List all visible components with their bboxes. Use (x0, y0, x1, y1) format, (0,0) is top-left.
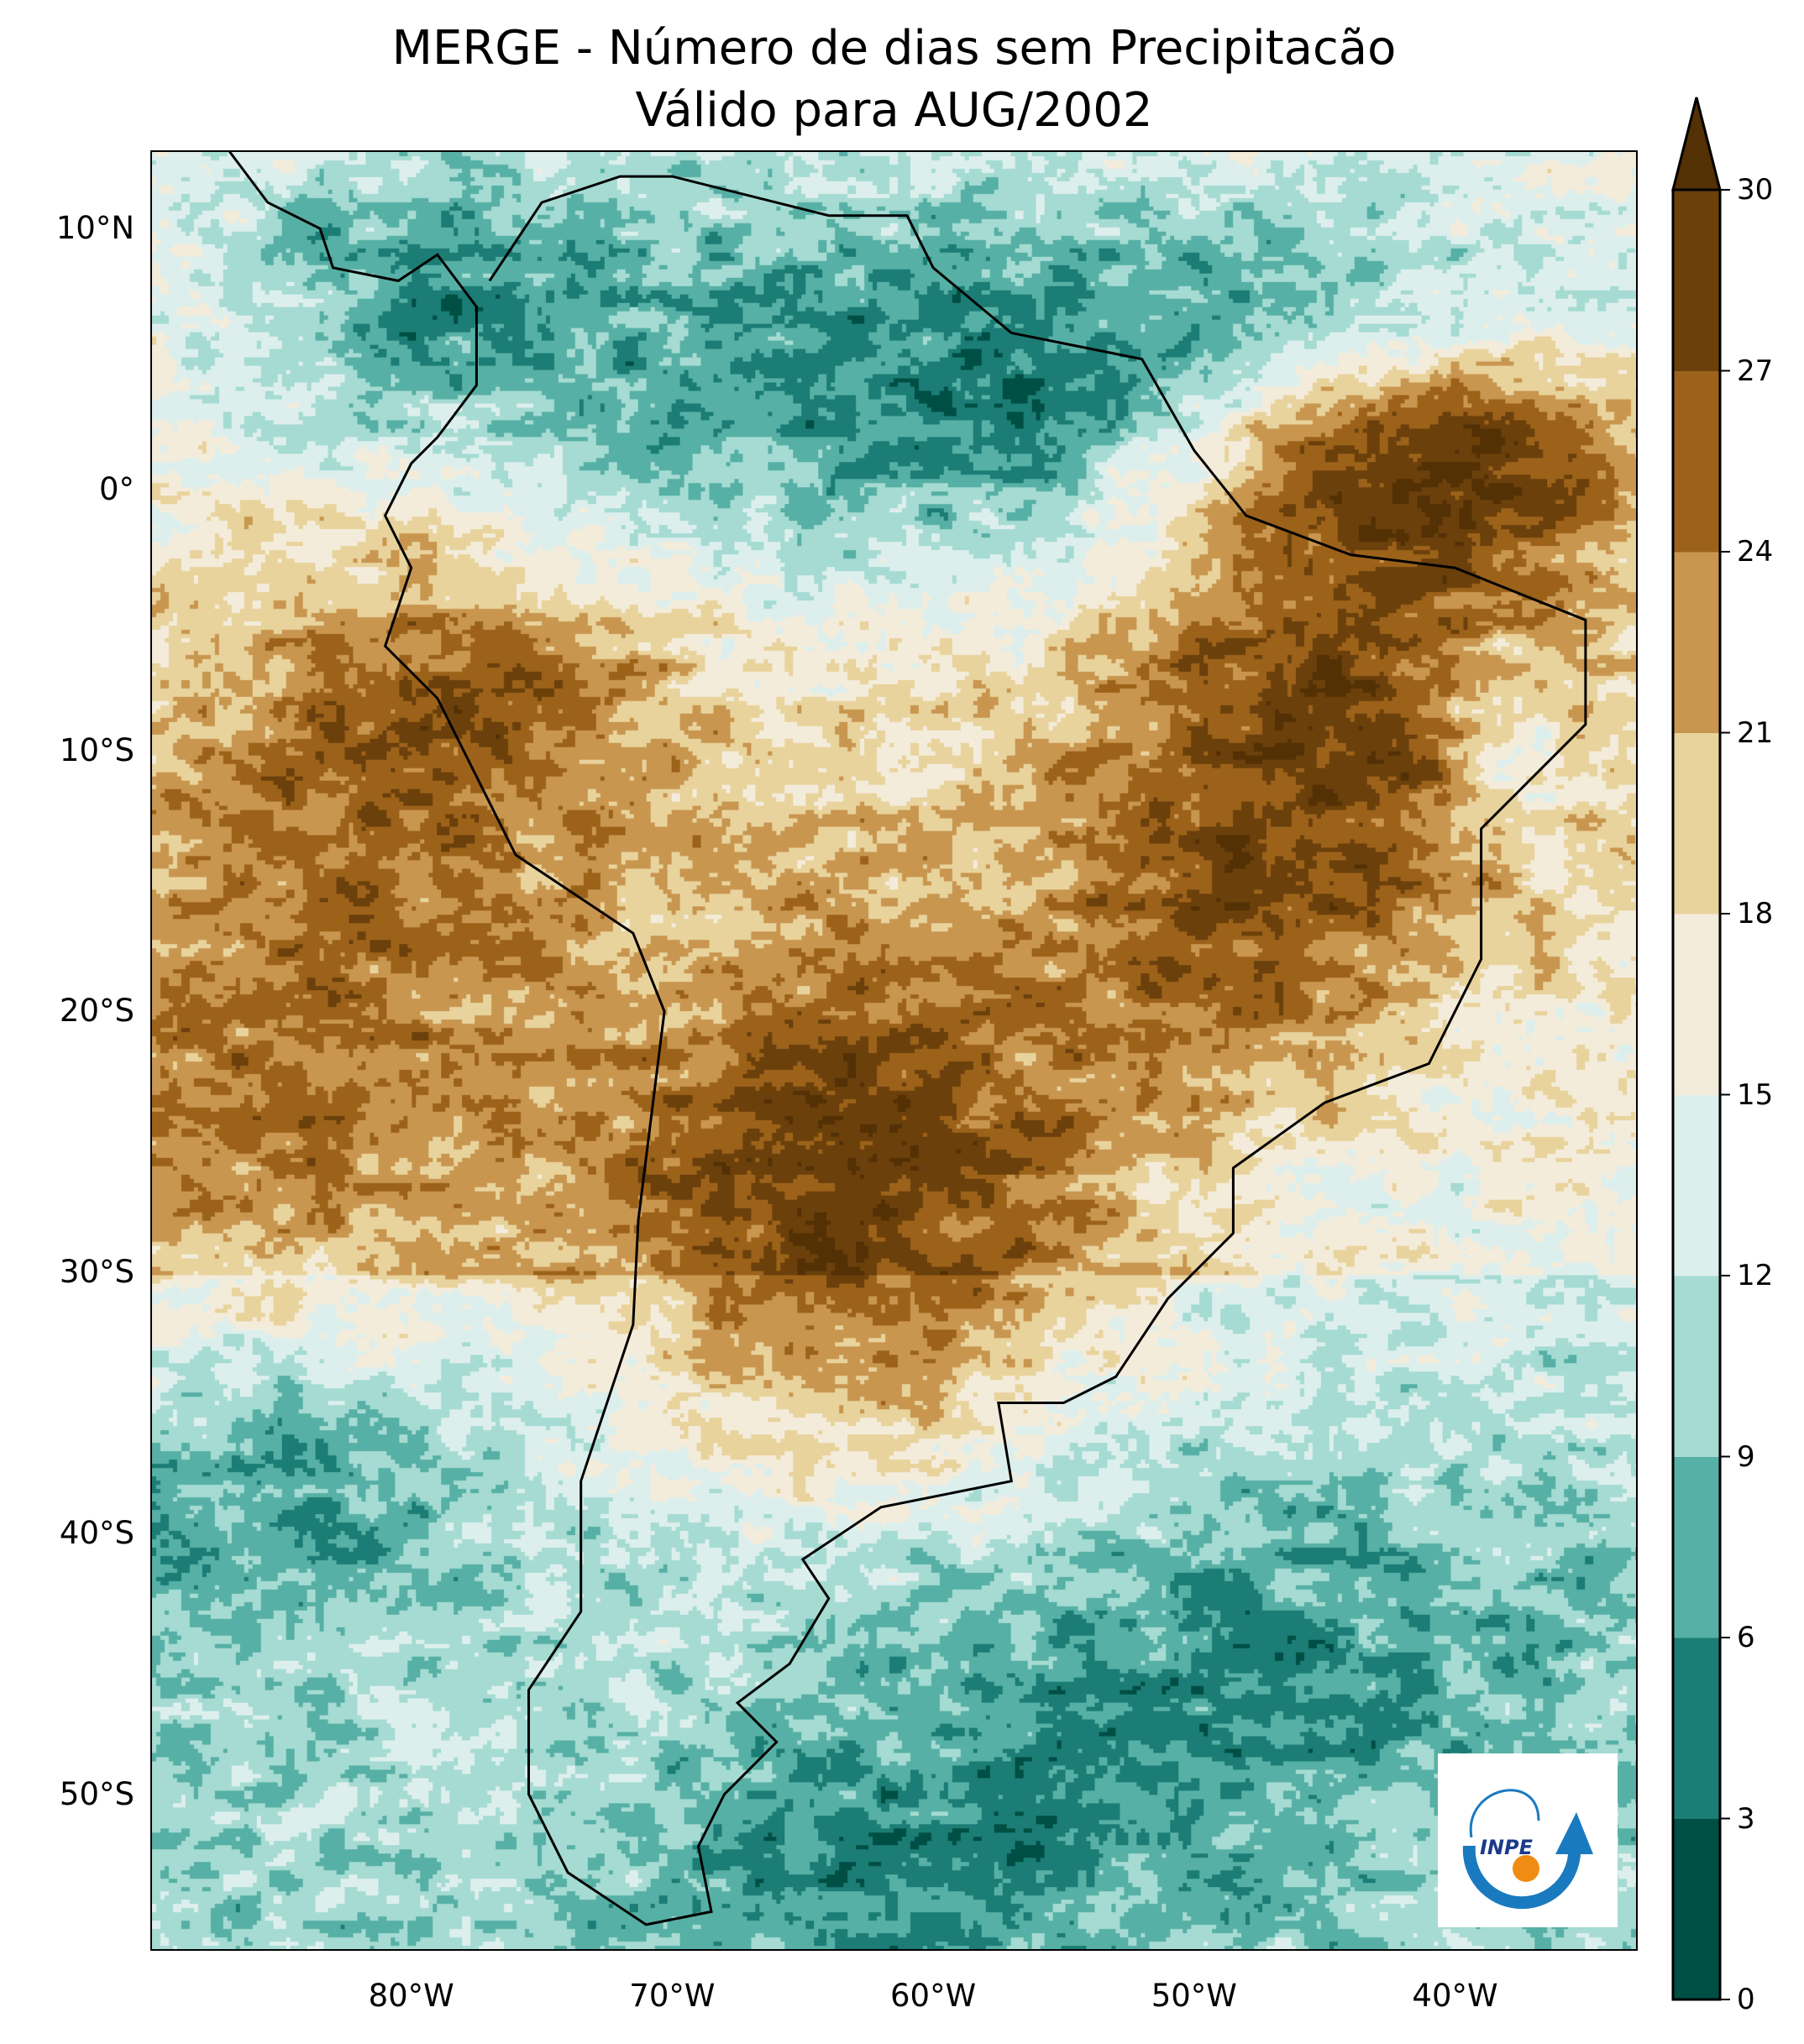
lat-tick-label: 30°S (59, 1254, 134, 1291)
colorbar-segment (1673, 914, 1720, 1095)
inpe-logo: INPE (1438, 1753, 1618, 1927)
colorbar-segment (1673, 190, 1720, 371)
lat-tick-label: 10°S (59, 731, 134, 768)
colorbar-segment (1673, 552, 1720, 733)
logo-text: INPE (1480, 1836, 1534, 1859)
south-america-coastline (228, 150, 1587, 1926)
title-line-2: Válido para AUG/2002 (635, 83, 1153, 138)
colorbar (1671, 97, 1730, 2001)
lon-tick-label: 40°W (1412, 1978, 1498, 2014)
colorbar-extend-arrow (1671, 97, 1722, 191)
lon-tick-label: 80°W (368, 1978, 454, 2014)
colorbar-label: 3 (1737, 1801, 1755, 1836)
colorbar-segment (1673, 732, 1720, 915)
precipitation-map (150, 150, 1638, 1951)
colorbar-segment (1673, 1638, 1720, 1819)
colorbar-segment (1673, 1276, 1720, 1457)
colorbar-label: 6 (1737, 1621, 1755, 1654)
colorbar-label: 0 (1737, 1983, 1755, 2016)
coastline-overlay (228, 150, 1587, 1926)
colorbar-segment (1673, 1456, 1720, 1638)
colorbar-segment (1673, 1094, 1720, 1276)
colorbar-label: 12 (1737, 1259, 1774, 1292)
colorbar-label: 15 (1737, 1077, 1774, 1112)
colorbar-label: 30 (1737, 173, 1774, 207)
lat-tick-label: 10°N (55, 210, 134, 247)
colorbar-label: 9 (1737, 1439, 1755, 1474)
lat-tick-label: 50°S (59, 1775, 134, 1812)
colorbar-segment (1673, 1818, 1720, 2000)
lat-tick-label: 0° (98, 470, 134, 507)
lat-tick-label: 40°S (59, 1514, 134, 1551)
lon-tick-label: 70°W (629, 1978, 716, 2014)
colorbar-segment (1673, 370, 1720, 553)
colorbar-label: 21 (1737, 715, 1774, 750)
colorbar-label: 24 (1737, 535, 1774, 569)
colorbar-label: 27 (1737, 354, 1774, 388)
title-line-1: MERGE - Número de dias sem Precipitacão (391, 21, 1397, 76)
lon-tick-label: 50°W (1151, 1978, 1237, 2014)
lat-tick-label: 20°S (59, 993, 134, 1030)
colorbar-label: 18 (1737, 897, 1774, 930)
lon-tick-label: 60°W (890, 1978, 977, 2014)
